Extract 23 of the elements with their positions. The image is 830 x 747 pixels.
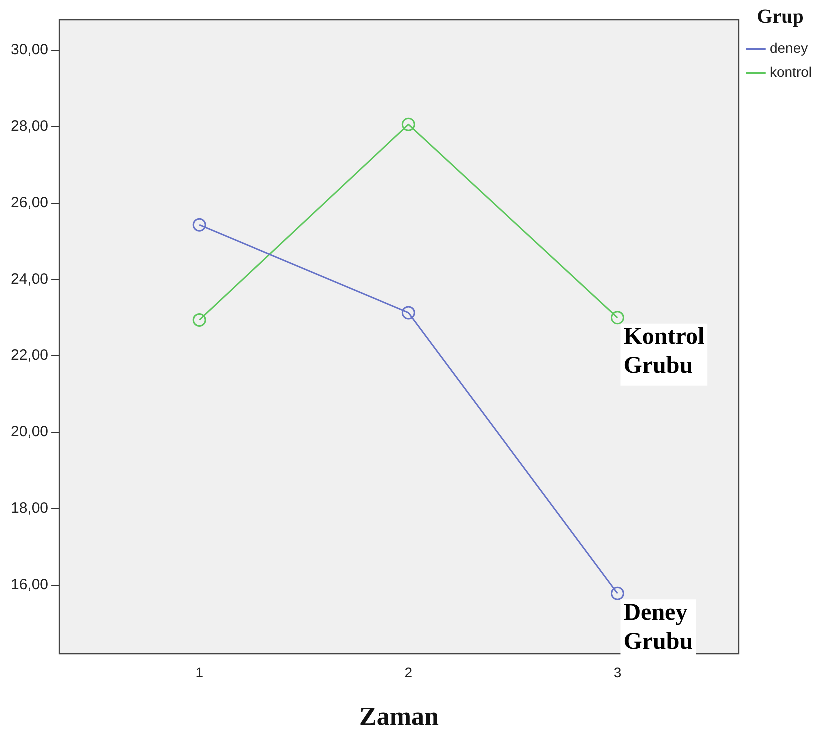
y-tick-label: 20,00 [10, 424, 49, 441]
y-tick-label: 22,00 [10, 347, 49, 364]
y-tick-label: 24,00 [10, 270, 49, 288]
point [192, 313, 206, 327]
y-tick-label: 18,00 [10, 500, 49, 518]
point [610, 586, 624, 600]
y-tick-label: 30,00 [10, 42, 49, 59]
y-tick-label: 28,00 [10, 118, 49, 136]
point [402, 118, 416, 132]
point [610, 311, 624, 325]
x-tick-label: 1 [196, 664, 204, 680]
y-tick-label: 16,00 [10, 576, 49, 594]
annotation: Kontrol Grubu [624, 324, 705, 380]
annotation: Deney Grubu [624, 600, 694, 655]
point [402, 306, 416, 320]
point [192, 218, 206, 232]
y-tick-label: 26,00 [10, 194, 49, 212]
x-tick-label: 2 [404, 664, 413, 680]
x-axis-title: Zaman [360, 702, 440, 732]
x-tick-label: 3 [614, 664, 622, 680]
legend-title: Grup [757, 6, 804, 28]
legend-label: kontrol [770, 64, 812, 80]
legend-label: deney [770, 40, 808, 56]
